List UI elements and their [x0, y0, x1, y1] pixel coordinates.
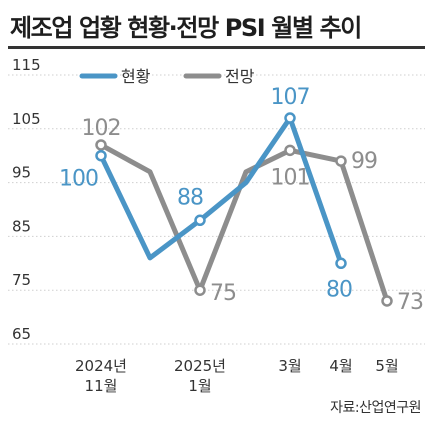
data-point-marker [381, 295, 393, 307]
data-point-marker [284, 144, 296, 157]
series-line-현황 [98, 115, 344, 266]
y-tick-label: 105 [12, 110, 41, 128]
data-point-marker [194, 214, 206, 227]
data-label: 102 [82, 116, 121, 141]
data-point-marker [194, 284, 206, 296]
y-tick-label: 85 [12, 217, 31, 235]
y-tick-label: 75 [12, 271, 31, 289]
data-label: 100 [59, 167, 98, 192]
page-title: 제조업 업황 현황·전망 PSI 월별 추이 [10, 14, 362, 42]
x-tick-label: 1월 [188, 377, 211, 395]
data-label: 101 [271, 165, 310, 190]
legend-label: 현황 [121, 67, 151, 86]
data-point-marker [335, 155, 347, 167]
title-underline [8, 46, 425, 49]
x-tick-label: 3월 [278, 357, 301, 375]
y-tick-label: 95 [12, 164, 31, 182]
x-tick-label: 5월 [375, 357, 398, 375]
data-label: 73 [397, 290, 423, 315]
y-tick-label: 65 [12, 325, 31, 343]
data-label: 88 [177, 185, 203, 210]
x-tick-label: 2024년 [75, 357, 127, 375]
data-point-marker [95, 139, 107, 151]
x-tick-label: 4월 [329, 357, 352, 375]
x-tick-label: 11월 [85, 377, 118, 395]
data-label: 107 [271, 85, 310, 110]
y-tick-label: 115 [12, 56, 41, 74]
data-label: 99 [351, 149, 377, 174]
data-point-marker [284, 112, 296, 124]
x-tick-label: 2025년 [174, 357, 226, 375]
data-label: 80 [326, 277, 352, 302]
legend-label: 전망 [225, 67, 255, 86]
data-point-marker [335, 257, 347, 270]
data-point-marker [95, 149, 107, 162]
source-note: 자료:산업연구원 [330, 400, 421, 416]
data-label: 75 [210, 281, 236, 306]
